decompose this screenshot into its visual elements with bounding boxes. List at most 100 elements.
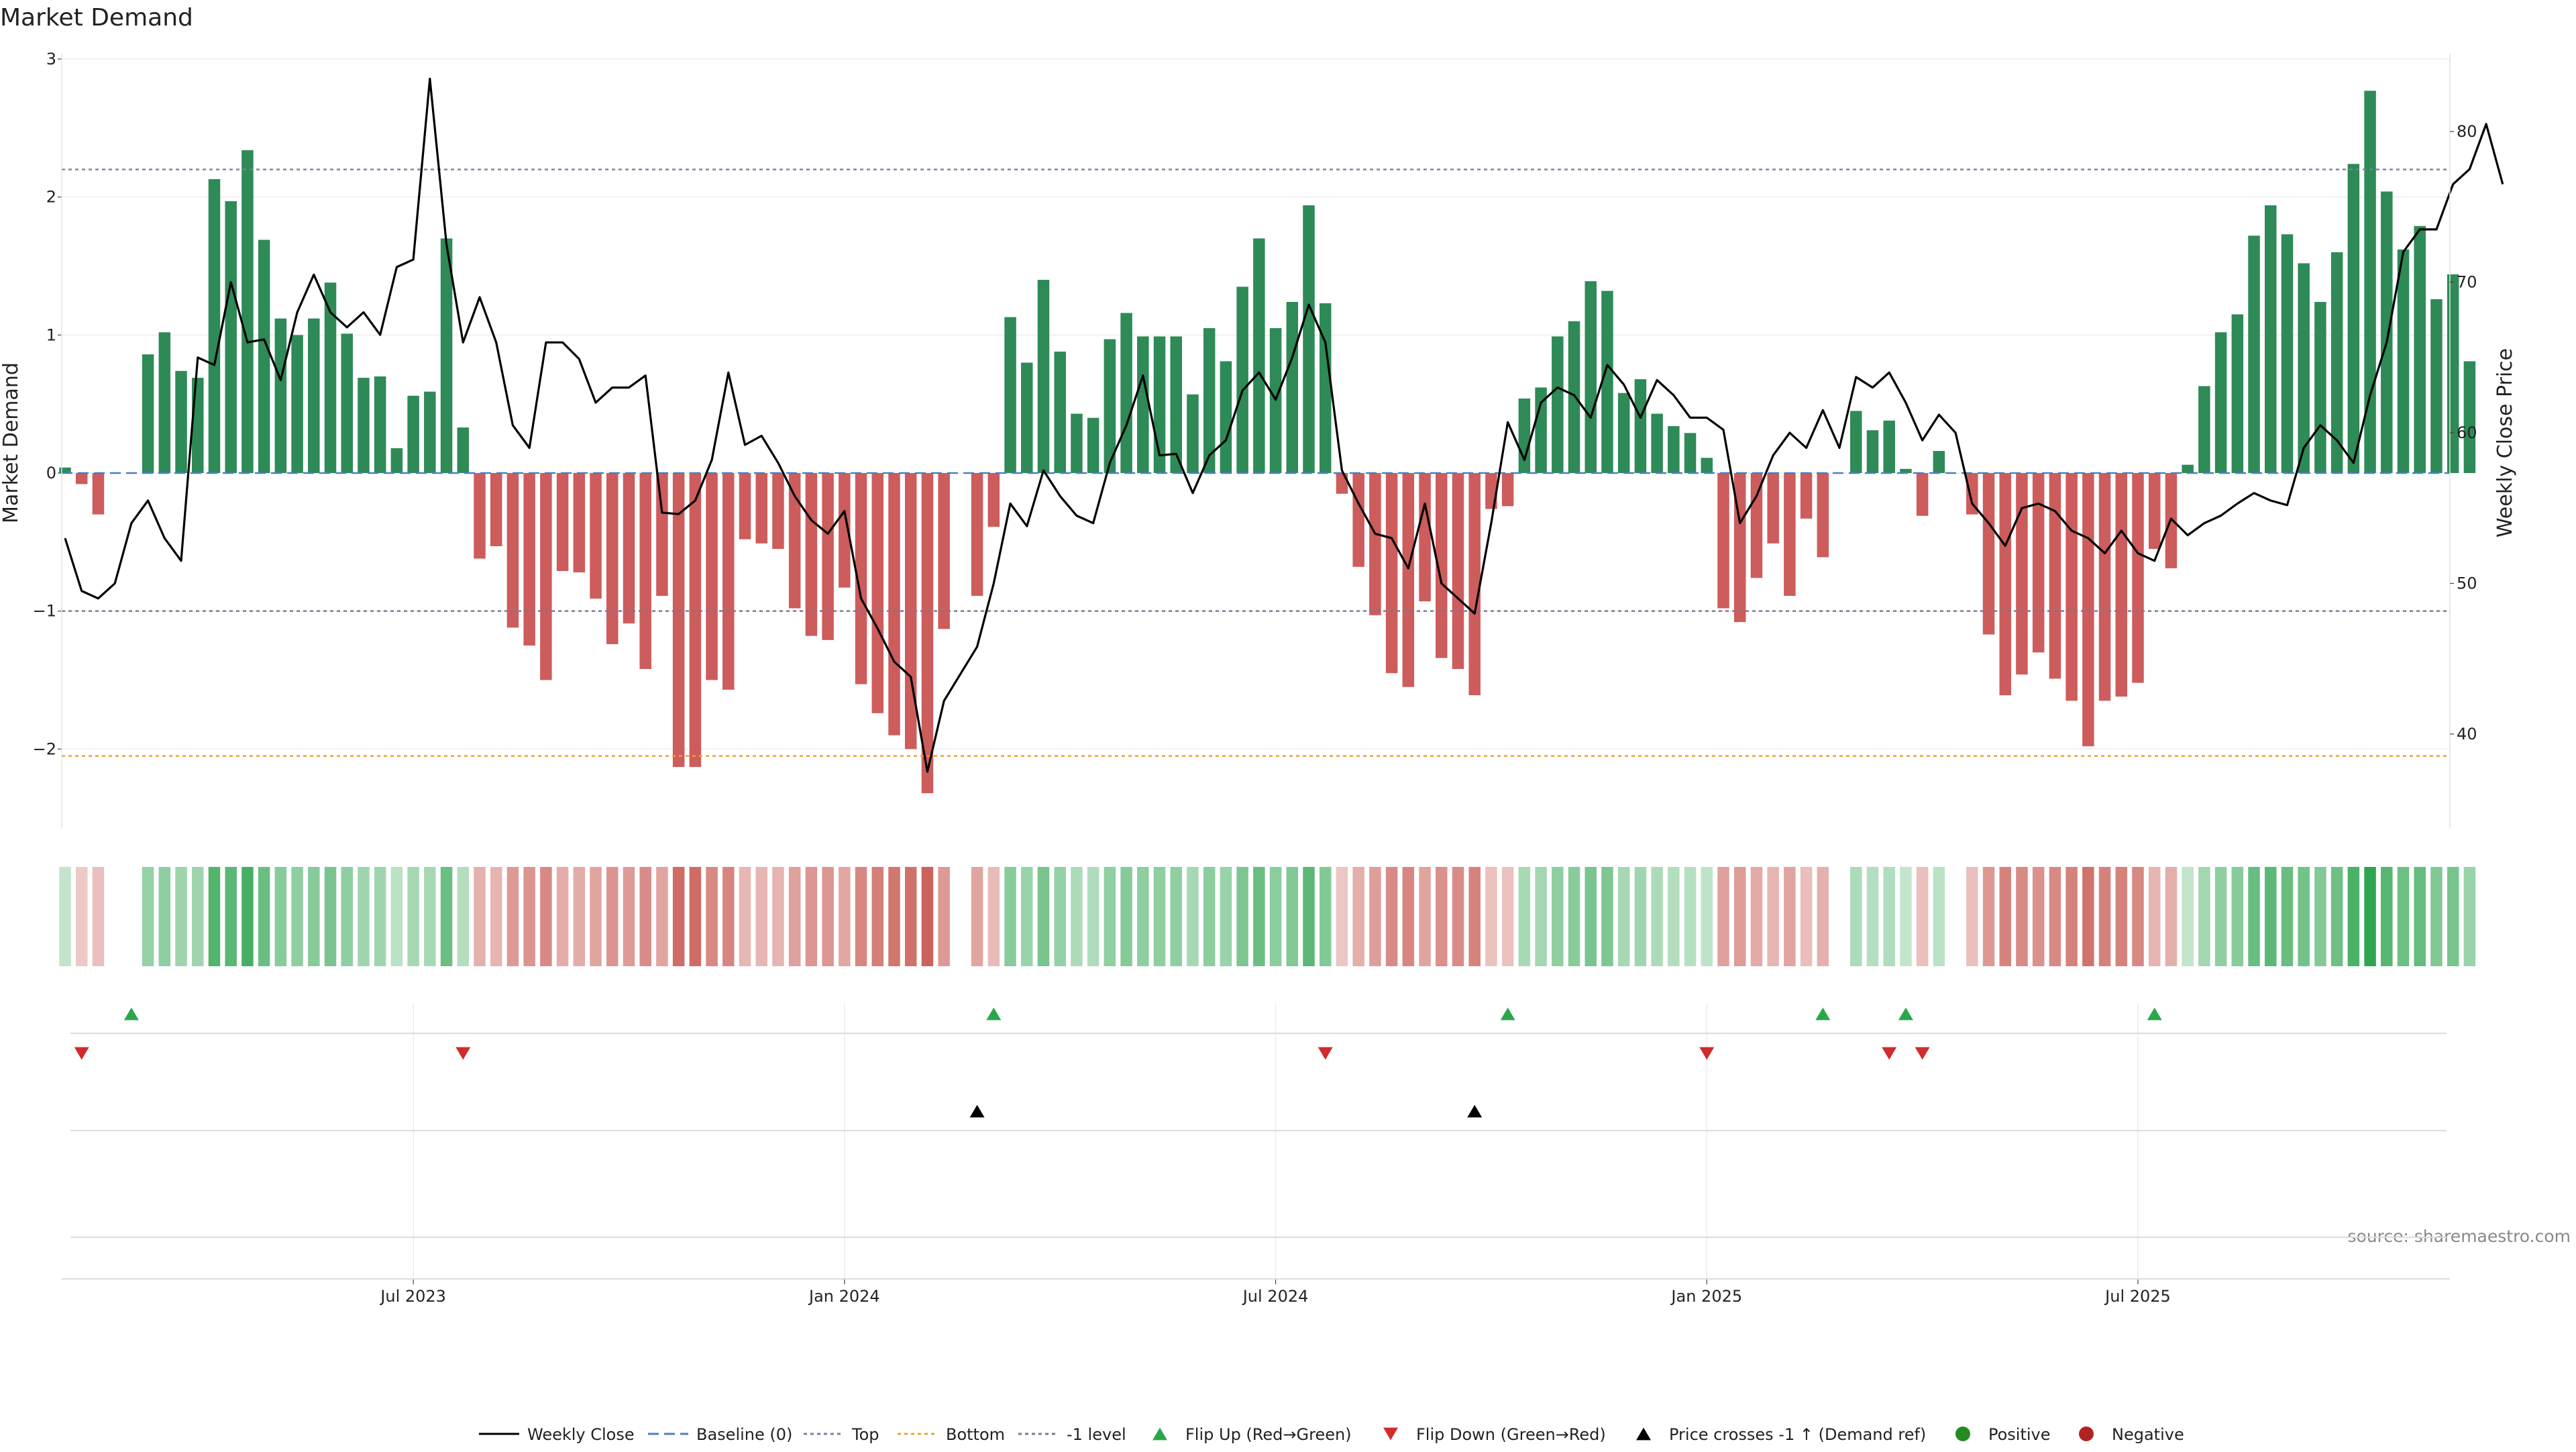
- right-tick-label: 60: [2457, 423, 2477, 442]
- positive-bar: [2447, 274, 2459, 473]
- positive-bar: [1883, 420, 1895, 473]
- legend-baseline: Baseline (0): [648, 1425, 792, 1444]
- positive-bar: [358, 378, 370, 473]
- heat-cell: [1385, 867, 1398, 966]
- positive-bar: [1617, 393, 1630, 473]
- price-cross-marker: [1467, 1104, 1483, 1118]
- heat-cell: [1187, 867, 1199, 966]
- positive-bar: [158, 332, 171, 473]
- flip-up-marker: [986, 1007, 1002, 1021]
- heat-cell: [274, 867, 287, 966]
- positive-bar: [1286, 301, 1299, 473]
- negative-bar: [1767, 473, 1779, 543]
- negative-bar: [1369, 473, 1381, 615]
- negative-bar: [822, 473, 834, 640]
- heat-cell: [324, 867, 337, 966]
- heat-cell: [722, 867, 735, 966]
- heat-cell: [2065, 867, 2078, 966]
- heat-cell: [689, 867, 702, 966]
- heat-cell: [1733, 867, 1746, 966]
- positive-bar: [1850, 411, 1862, 473]
- heat-cell: [1468, 867, 1481, 966]
- legend-flip-up: Flip Up (Red→Green): [1152, 1425, 1352, 1444]
- positive-bar: [2231, 314, 2244, 473]
- positive-bar: [1684, 433, 1697, 473]
- heat-cell: [523, 867, 535, 966]
- positive-bar: [1037, 280, 1050, 473]
- positive-bar: [1585, 281, 1597, 473]
- legend-label: Weekly Close: [527, 1425, 635, 1444]
- positive-bar: [2281, 234, 2294, 473]
- positive-bar: [1701, 458, 1713, 473]
- positive-bar: [324, 282, 337, 473]
- positive-bar: [1568, 321, 1580, 473]
- negative-bar: [1717, 473, 1729, 609]
- heat-cell: [1866, 867, 1879, 966]
- negative-bar: [639, 473, 651, 670]
- heat-cell: [921, 867, 934, 966]
- heat-cell: [904, 867, 917, 966]
- heat-cell: [506, 867, 519, 966]
- heat-cell: [623, 867, 635, 966]
- positive-bar: [2381, 191, 2393, 473]
- negative-bar: [805, 473, 818, 636]
- heat-cell: [1552, 867, 1564, 966]
- heat-cell: [2265, 867, 2277, 966]
- heat-cell: [258, 867, 270, 966]
- positive-bar: [1170, 336, 1182, 473]
- negative-bar: [1784, 473, 1796, 597]
- right-tick-label: 80: [2457, 122, 2477, 141]
- heat-cell: [1419, 867, 1431, 966]
- negative-bar: [1402, 473, 1415, 687]
- negative-bar: [556, 473, 569, 572]
- positive-bar: [1087, 417, 1099, 473]
- heat-cell: [871, 867, 884, 966]
- heat-cell: [2298, 867, 2310, 966]
- legend-label: -1 level: [1067, 1425, 1126, 1444]
- heat-cell: [971, 867, 983, 966]
- negative-bar: [2016, 473, 2028, 675]
- heat-cell: [1369, 867, 1381, 966]
- heat-cell: [2381, 867, 2393, 966]
- negative-bar: [2082, 473, 2094, 747]
- left-tick-label: 2: [46, 188, 56, 207]
- heat-cell: [1999, 867, 2011, 966]
- heat-cell: [1518, 867, 1531, 966]
- price-cross-marker: [969, 1104, 985, 1118]
- heat-cell: [440, 867, 453, 966]
- negative-bar: [523, 473, 535, 646]
- flip-down-marker: [1882, 1047, 1897, 1060]
- heat-cell: [573, 867, 586, 966]
- heat-cell: [1535, 867, 1547, 966]
- heat-cell: [822, 867, 834, 966]
- positive-bar: [308, 318, 320, 473]
- negative-bar: [2148, 473, 2161, 550]
- positive-bar: [1668, 426, 1680, 473]
- negative-bar: [706, 473, 718, 680]
- heat-cell: [1170, 867, 1182, 966]
- negative-bar: [2115, 473, 2128, 697]
- left-tick-label: −2: [33, 739, 56, 758]
- positive-bar: [175, 370, 187, 473]
- positive-bar: [2347, 164, 2360, 473]
- negative-bar: [506, 473, 519, 628]
- positive-bar: [225, 201, 237, 473]
- positive-bar: [457, 427, 470, 473]
- heat-cell: [1585, 867, 1597, 966]
- heat-cell: [1087, 867, 1099, 966]
- heat-cell: [755, 867, 767, 966]
- positive-bar: [1303, 205, 1315, 473]
- heat-cell: [291, 867, 303, 966]
- heat-cell: [1352, 867, 1364, 966]
- positive-bar: [424, 391, 436, 473]
- heat-cell: [805, 867, 818, 966]
- legend-positive: Positive: [1955, 1425, 2051, 1444]
- heat-cell: [1617, 867, 1630, 966]
- flip-up-marker: [2147, 1007, 2162, 1021]
- x-tick-label: Jul 2024: [1242, 1287, 1309, 1306]
- negative-bar: [92, 473, 105, 515]
- legend-label: Negative: [2112, 1425, 2184, 1444]
- negative-bar: [1916, 473, 1929, 516]
- flip-up-marker: [1898, 1007, 1913, 1021]
